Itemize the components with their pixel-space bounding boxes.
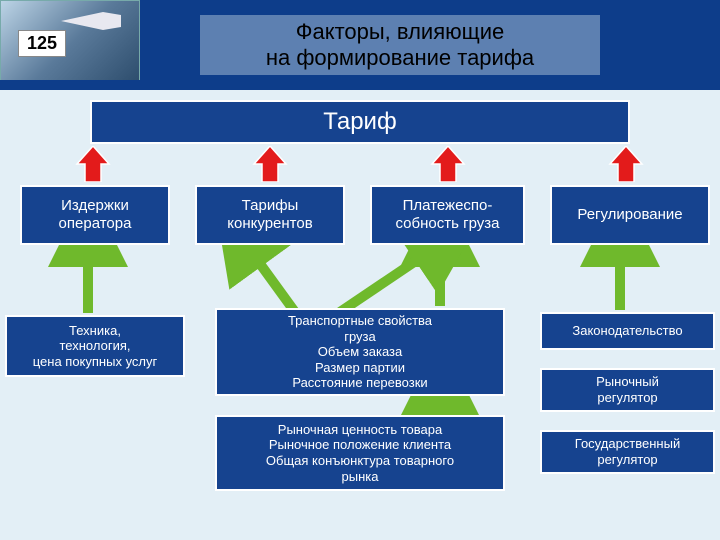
box-text: собность груза (396, 215, 500, 233)
factor-box-1: Тарифыконкурентов (195, 185, 345, 245)
red-up-arrow-2 (430, 146, 466, 182)
box-text: Размер партии (315, 360, 405, 376)
state-regulator-box: Государственныйрегулятор (540, 430, 715, 474)
box-text: Рыночный (596, 374, 659, 390)
box-text: технология, (60, 338, 131, 354)
red-up-arrow-3 (608, 146, 644, 182)
box-text: Тарифы (242, 197, 299, 215)
box-text: Государственный (575, 436, 680, 452)
page-title: Факторы, влияющие на формирование тарифа (200, 15, 600, 75)
box-text: Регулирование (577, 206, 682, 224)
slide-number: 125 (18, 30, 66, 57)
plane-icon (61, 6, 121, 36)
tarif-box: Тариф (90, 100, 630, 144)
legislation-box: Законодательство (540, 312, 715, 350)
title-line-2: на формирование тарифа (266, 45, 534, 70)
box-text: Платежеспо- (403, 197, 493, 215)
title-line-1: Факторы, влияющие (296, 19, 505, 44)
box-text: Рыночная ценность товара (278, 422, 442, 438)
box-text: Рыночное положение клиента (269, 437, 451, 453)
box-text: конкурентов (227, 215, 312, 233)
diagram-area: Тариф Издержкиоператора Тарифыконкурентов П… (0, 90, 720, 540)
box-text: Объем заказа (318, 344, 402, 360)
title-band (0, 80, 720, 90)
box-text: цена покупных услуг (33, 354, 158, 370)
market-regulator-box: Рыночныйрегулятор (540, 368, 715, 412)
box-text: регулятор (597, 390, 657, 406)
transport-box: Транспортные свойствагрузаОбъем заказаРа… (215, 308, 505, 396)
box-text: Тариф (323, 108, 396, 137)
tech-box: Техника,технология,цена покупных услуг (5, 315, 185, 377)
green-arrow-4 (250, 250, 295, 312)
factor-box-0: Издержкиоператора (20, 185, 170, 245)
factor-box-3: Регулирование (550, 185, 710, 245)
box-text: груза (344, 329, 376, 345)
market-value-box: Рыночная ценность товараРыночное положен… (215, 415, 505, 491)
box-text: Расстояние перевозки (292, 375, 427, 391)
red-up-arrow-1 (252, 146, 288, 182)
box-text: Издержки (61, 197, 129, 215)
box-text: Общая конъюнктура товарного (266, 453, 454, 469)
box-text: Техника, (69, 323, 121, 339)
green-arrow-5 (340, 250, 432, 312)
box-text: Транспортные свойства (288, 313, 432, 329)
box-text: рынка (342, 469, 379, 485)
box-text: оператора (59, 215, 132, 233)
box-text: Законодательство (572, 323, 682, 339)
red-up-arrow-0 (75, 146, 111, 182)
box-text: регулятор (597, 452, 657, 468)
factor-box-2: Платежеспо-собность груза (370, 185, 525, 245)
